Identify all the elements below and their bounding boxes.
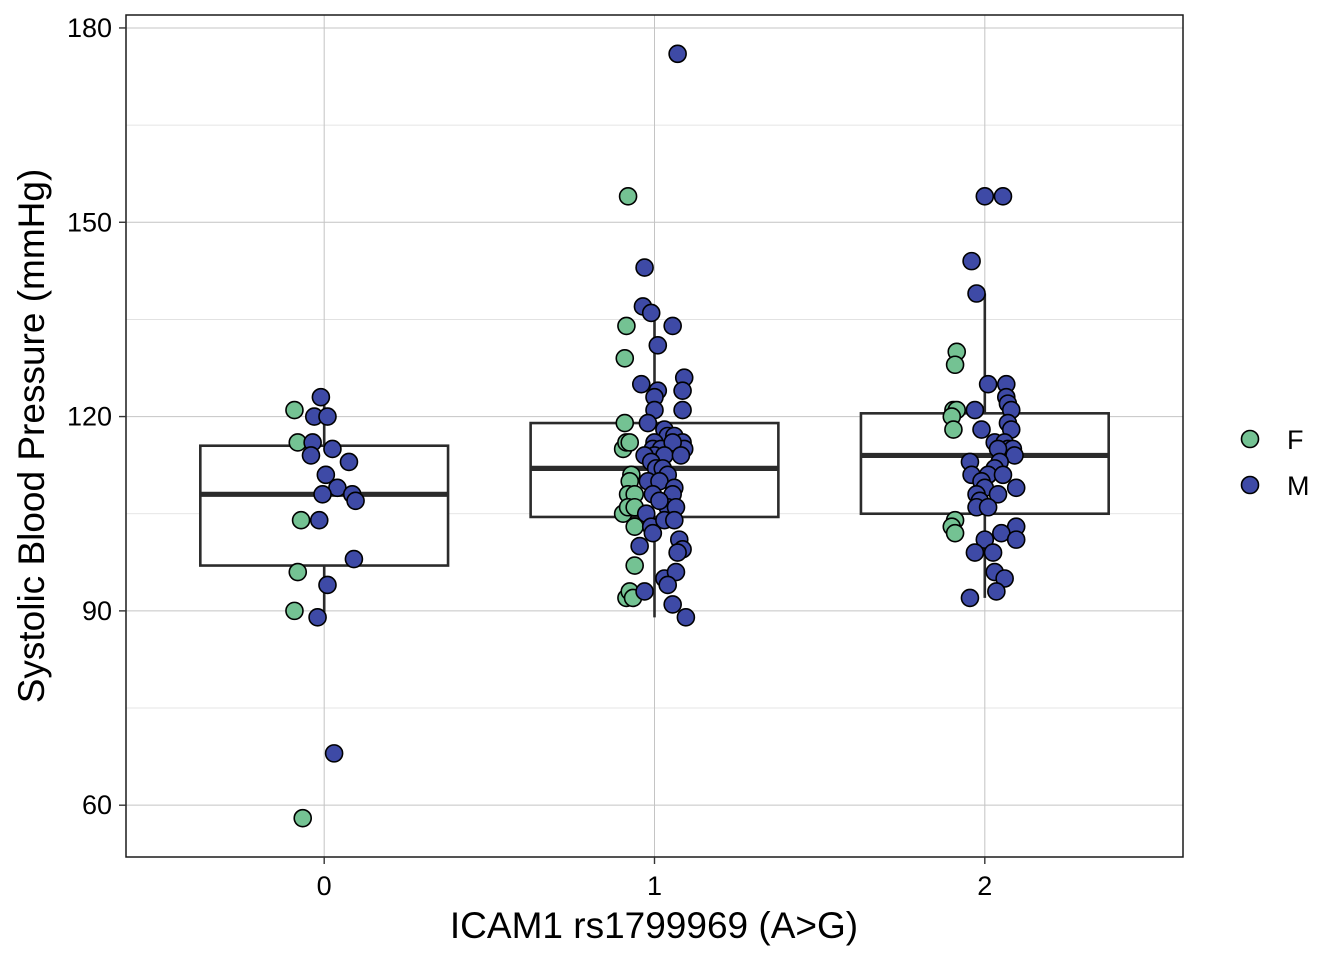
data-point (643, 523, 663, 543)
data-point (324, 744, 344, 763)
data-point (288, 562, 308, 582)
data-point (293, 808, 313, 828)
x-tick-label: 0 (317, 871, 332, 901)
data-point (663, 316, 682, 336)
data-point (945, 523, 965, 543)
data-point (978, 374, 998, 394)
x-tick-label: 1 (647, 871, 662, 901)
data-point (313, 484, 332, 504)
series-M (301, 44, 1026, 763)
data-point (676, 608, 696, 627)
data-point (339, 452, 359, 472)
data-point (630, 536, 649, 556)
legend: F M (1240, 425, 1310, 501)
data-point (665, 510, 684, 530)
data-point (618, 187, 638, 206)
data-point (975, 530, 995, 549)
data-point (650, 491, 669, 511)
data-point (673, 400, 692, 420)
data-point (975, 187, 995, 206)
data-point (668, 543, 687, 562)
data-point (318, 407, 337, 426)
y-tick-label: 180 (67, 13, 112, 43)
data-point (316, 465, 336, 485)
y-tick-label: 90 (82, 596, 112, 626)
data-point (967, 284, 986, 303)
data-point (631, 374, 651, 394)
data-point (983, 543, 1003, 562)
data-point (993, 187, 1013, 206)
data-point (960, 588, 980, 608)
data-point (1006, 530, 1026, 549)
data-point (965, 400, 985, 420)
data-point (641, 303, 661, 323)
data-point (962, 251, 981, 271)
data-point (668, 44, 687, 64)
legend-key-m (1240, 475, 1260, 495)
data-point (658, 575, 678, 595)
data-point (625, 556, 644, 575)
y-tick-label: 150 (67, 207, 112, 237)
data-point (308, 608, 327, 627)
legend-key-f (1240, 429, 1260, 449)
y-tick-label: 60 (82, 790, 112, 820)
data-point (346, 491, 365, 511)
x-axis-title: ICAM1 rs1799969 (A>G) (450, 905, 858, 946)
data-point (620, 433, 640, 452)
data-point (988, 484, 1008, 504)
box-iqr (199, 444, 450, 567)
data-point (344, 549, 364, 569)
data-point (291, 510, 311, 530)
data-point (648, 336, 668, 355)
data-point (666, 562, 686, 582)
data-point (972, 420, 991, 439)
data-point (617, 316, 636, 336)
y-tick-label: 120 (67, 402, 112, 432)
data-point (615, 413, 635, 433)
data-point (965, 543, 985, 562)
data-point (301, 446, 321, 465)
series-F (285, 187, 967, 828)
axes: 60 90 120 150 180 0 1 2 (67, 13, 992, 901)
data-point (671, 446, 691, 465)
data-point (663, 433, 682, 452)
data-point (663, 595, 682, 614)
data-point (311, 387, 331, 407)
data-point (945, 355, 965, 375)
data-point (1006, 478, 1026, 498)
legend-label-f: F (1287, 425, 1304, 455)
data-point (673, 381, 692, 400)
data-point (323, 439, 342, 459)
data-point (638, 413, 658, 433)
data-point (635, 258, 654, 277)
legend-label-m: M (1287, 471, 1310, 501)
data-point (995, 569, 1014, 588)
data-points (285, 44, 1026, 828)
data-point (615, 348, 635, 368)
data-point (944, 420, 963, 439)
data-point (318, 575, 337, 595)
y-axis-title: Systolic Blood Pressure (mmHg) (11, 169, 52, 704)
data-point (285, 601, 304, 621)
data-point (987, 582, 1006, 601)
data-point (978, 497, 998, 517)
data-point (285, 400, 304, 420)
data-point (993, 465, 1013, 485)
data-point (309, 510, 329, 530)
data-point (635, 582, 654, 601)
x-tick-label: 2 (977, 871, 992, 901)
